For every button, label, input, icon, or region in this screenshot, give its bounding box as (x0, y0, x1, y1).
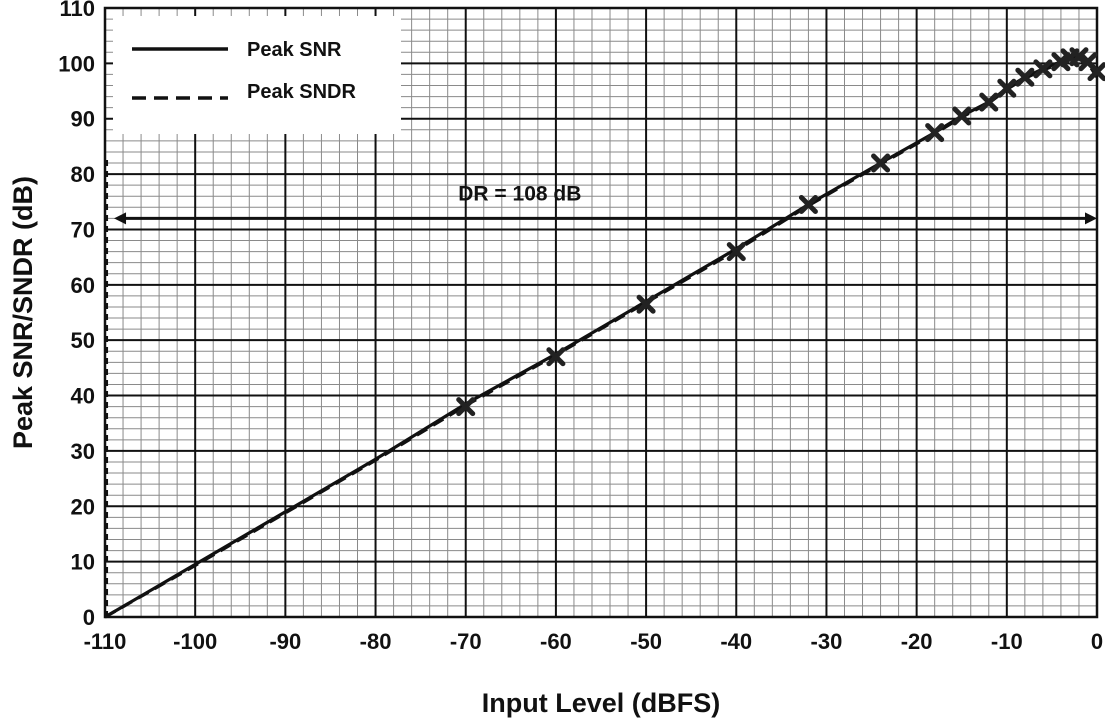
series-line-peak-sndr (104, 57, 1099, 619)
data-marker-x (636, 294, 656, 314)
x-axis-title: Input Level (dBFS) (482, 688, 721, 718)
legend-label-peak-snr: Peak SNR (247, 39, 342, 61)
data-marker-x (952, 106, 972, 126)
y-tick-label: 50 (71, 328, 95, 353)
dr-arrowhead-left (114, 212, 127, 225)
x-tick-label: -40 (720, 629, 752, 654)
x-tick-label: -30 (811, 629, 843, 654)
data-marker-x (925, 123, 945, 143)
data-marker-x (1033, 59, 1053, 79)
data-marker-x (546, 347, 566, 367)
legend: Peak SNR Peak SNDR (113, 16, 401, 134)
y-tick-label: 100 (58, 51, 95, 76)
x-tick-label: -110 (84, 629, 127, 654)
y-tick-label: 10 (71, 550, 95, 575)
y-axis-ticks: 0 10 20 30 40 50 60 70 80 90 100 110 (58, 0, 95, 630)
annotation-layer: DR = 108 dB (114, 182, 1097, 225)
plot-frame (103, 6, 1099, 619)
x-tick-label: -10 (991, 629, 1023, 654)
y-tick-label: 60 (71, 273, 95, 298)
data-marker-x (1069, 47, 1089, 67)
legend-box (113, 16, 401, 134)
x-tick-label: -90 (269, 629, 301, 654)
data-marker-x (1087, 62, 1105, 82)
data-marker-x (997, 78, 1017, 98)
data-marker-x (798, 195, 818, 215)
marker-layer (456, 47, 1105, 417)
x-tick-label: -100 (173, 629, 217, 654)
x-tick-label: -50 (630, 629, 662, 654)
x-tick-label: -80 (360, 629, 392, 654)
dr-arrowhead-right (1085, 212, 1097, 225)
y-tick-label: 70 (71, 217, 95, 242)
y-tick-label: 0 (83, 605, 95, 630)
data-marker-x (456, 397, 476, 417)
data-marker-x (979, 92, 999, 112)
data-marker-x (1015, 67, 1035, 87)
data-marker-x (726, 242, 746, 262)
y-tick-label: 110 (60, 0, 96, 21)
legend-label-peak-sndr: Peak SNDR (247, 81, 356, 103)
x-tick-label: -20 (901, 629, 933, 654)
y-tick-label: 20 (71, 494, 95, 519)
y-tick-label: 40 (71, 384, 95, 409)
x-axis-ticks: -110 -100 -90 -80 -70 -60 -50 -40 -30 -20 -10 0 (84, 629, 1104, 654)
x-tick-label: -70 (450, 629, 482, 654)
x-tick-label: 0 (1091, 629, 1103, 654)
x-tick-label: -60 (540, 629, 572, 654)
y-axis-title: Peak SNR/SNDR (dB) (8, 176, 38, 449)
y-tick-label: 80 (71, 162, 95, 187)
y-tick-label: 90 (71, 107, 95, 132)
data-marker-x (871, 153, 891, 173)
y-tick-label: 30 (71, 439, 95, 464)
data-marker-x (1051, 52, 1071, 72)
dr-annotation-label: DR = 108 dB (458, 182, 581, 205)
